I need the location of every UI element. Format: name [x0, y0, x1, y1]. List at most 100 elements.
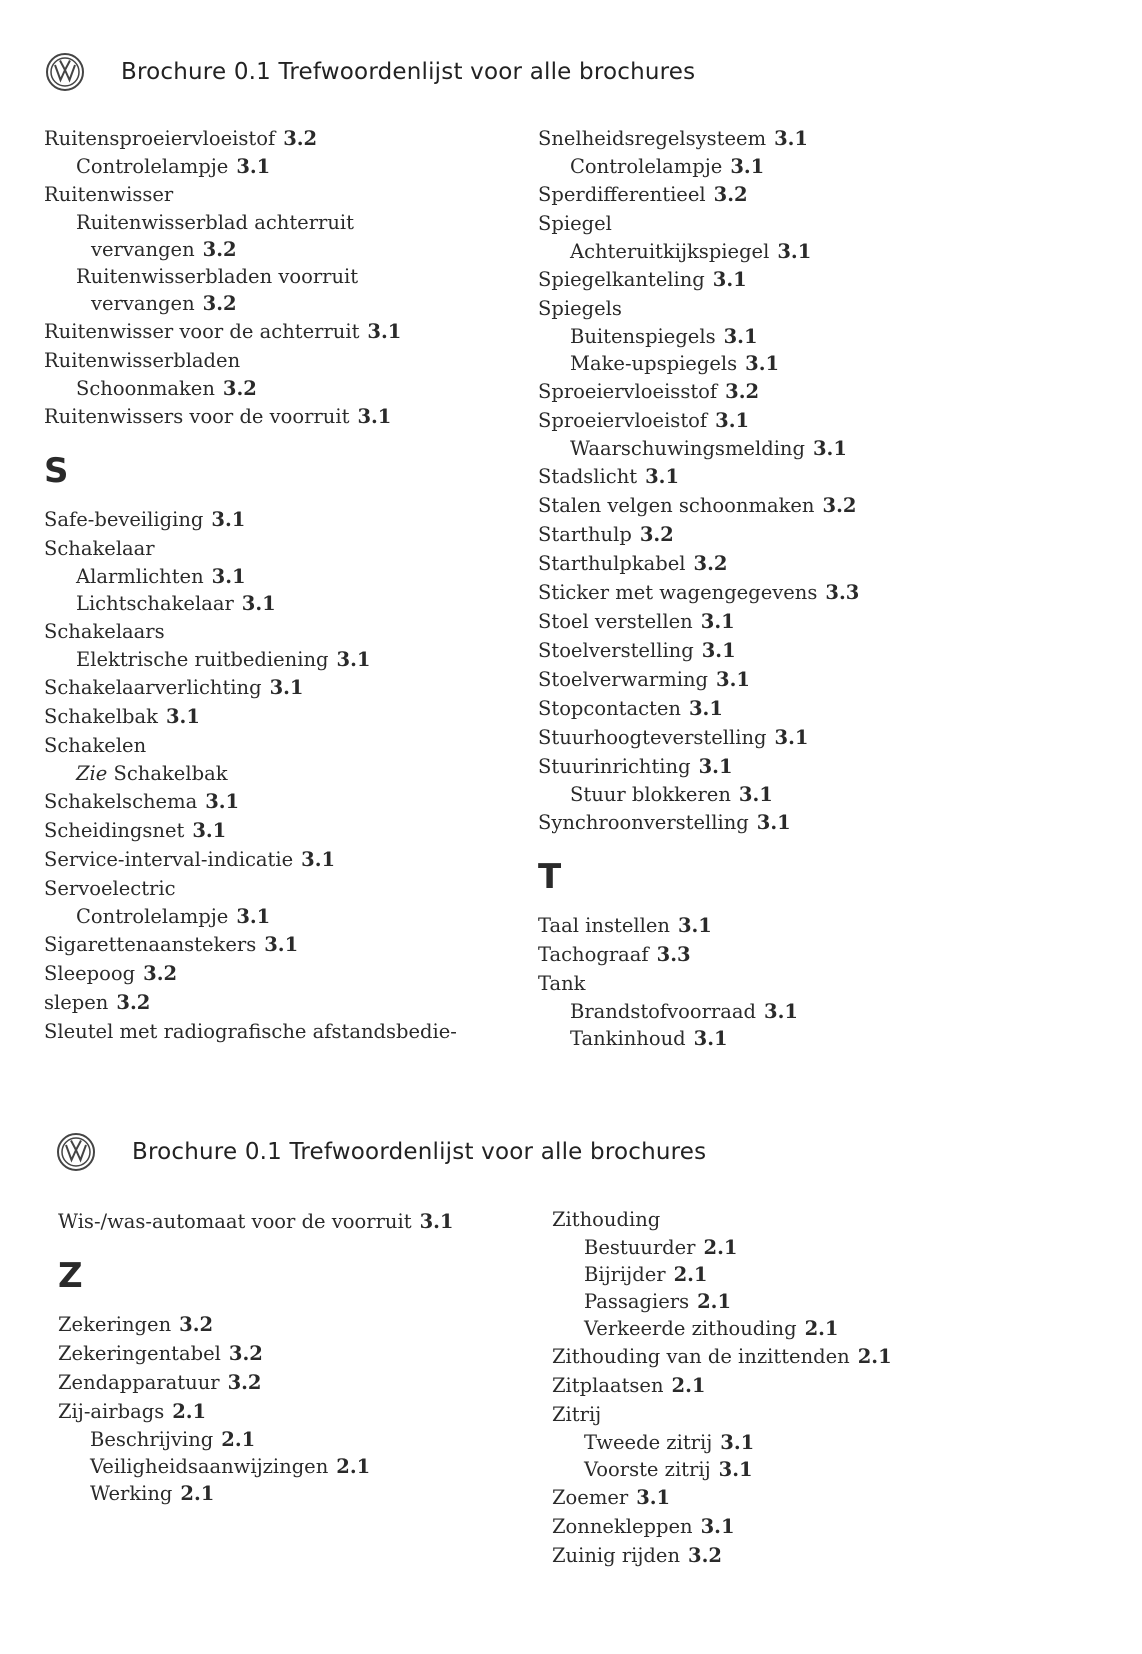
index-entry: Stuurinrichting 3.1 [538, 752, 988, 781]
entry-reference: 3.2 [693, 552, 728, 575]
entry-reference: 3.1 [700, 1515, 735, 1538]
index-entry: slepen 3.2 [44, 988, 494, 1017]
entry-term: Passagiers [584, 1290, 690, 1313]
entry-term: Tachograaf [538, 943, 649, 966]
entry-reference: 3.2 [227, 1371, 262, 1394]
section-letter: S [44, 451, 69, 491]
index-entry: Tweede zitrij 3.1 [552, 1429, 1002, 1456]
entry-reference: 2.1 [697, 1290, 732, 1313]
index-entry: Controlelampje 3.1 [44, 153, 494, 180]
entry-term: Sproeiervloeisstof [538, 380, 718, 403]
entry-reference: 3.1 [367, 320, 402, 343]
index-entry: Zitrij [552, 1400, 1002, 1429]
index-entry: Servoelectric [44, 874, 494, 903]
entry-reference: 3.2 [228, 1342, 263, 1365]
entry-term: Starthulp [538, 523, 632, 546]
entry-reference: 3.1 [419, 1210, 454, 1233]
entry-term: Bestuurder [584, 1236, 696, 1259]
index-entry: Sigarettenaanstekers 3.1 [44, 930, 494, 959]
index-entry: Brandstofvoorraad 3.1 [538, 998, 988, 1025]
entry-term: Sleutel met radiografische afstandsbedie… [44, 1020, 457, 1043]
entry-reference: 3.1 [688, 697, 723, 720]
index-entry: Starthulpkabel 3.2 [538, 549, 988, 578]
entry-reference: 3.2 [725, 380, 760, 403]
entry-term: Synchroonverstelling [538, 811, 749, 834]
entry-term: Brandstofvoorraad [570, 1000, 756, 1023]
entry-term: Ruitenwissers voor de voorruit [44, 405, 350, 428]
index-entry: Ruitenwisser [44, 180, 494, 209]
page-2-header: Brochure 0.1 Trefwoordenlijst voor alle … [57, 1133, 706, 1171]
entry-term: Stopcontacten [538, 697, 681, 720]
index-entry: Sticker met wagengegevens 3.3 [538, 578, 988, 607]
index-entry: Zuinig rijden 3.2 [552, 1541, 1002, 1570]
entry-reference: 3.3 [825, 581, 860, 604]
entry-reference: 3.2 [202, 292, 237, 315]
entry-reference: 3.1 [211, 565, 246, 588]
index-entry: Schakelschema 3.1 [44, 787, 494, 816]
index-entry: Sleutel met radiografische afstandsbedie… [44, 1017, 494, 1046]
index-entry: Stadslicht 3.1 [538, 462, 988, 491]
entry-term: Ruitenwisserbladen [44, 349, 241, 372]
entry-term: Starthulpkabel [538, 552, 686, 575]
index-entry: Wis-/was-automaat voor de voorruit 3.1 [58, 1207, 508, 1236]
index-entry: Ruitensproeiervloeistof 3.2 [44, 124, 494, 153]
index-entry: Safe-beveiliging 3.1 [44, 505, 494, 534]
entry-reference: 3.1 [777, 240, 812, 263]
index-entry: Veiligheidsaanwijzingen 2.1 [58, 1453, 508, 1480]
entry-term: slepen [44, 991, 109, 1014]
entry-term: Lichtschakelaar [76, 592, 234, 615]
index-entry: Zie Schakelbak [44, 760, 494, 787]
index-entry: Sleepoog 3.2 [44, 959, 494, 988]
entry-term: Veiligheidsaanwijzingen [90, 1455, 329, 1478]
index-entry: Scheidingsnet 3.1 [44, 816, 494, 845]
entry-reference: 3.1 [774, 726, 809, 749]
index-entry: Stoelverstelling 3.1 [538, 636, 988, 665]
entry-term: Zekeringen [58, 1313, 172, 1336]
entry-reference: 3.2 [688, 1544, 722, 1567]
index-entry: Spiegels [538, 294, 988, 323]
entry-reference: 2.1 [857, 1345, 892, 1368]
entry-term: Zendapparatuur [58, 1371, 220, 1394]
index-entry: Ruitenwisserbladen voorruit [44, 263, 494, 290]
entry-term: Stalen velgen schoonmaken [538, 494, 815, 517]
entry-term: Schakelschema [44, 790, 198, 813]
entry-term: Schakelbak [113, 762, 228, 785]
index-entry: Tachograaf 3.3 [538, 940, 988, 969]
index-entry: Make-upspiegels 3.1 [538, 350, 988, 377]
page-title: Brochure 0.1 Trefwoordenlijst voor alle … [132, 1139, 707, 1165]
entry-term: Ruitensproeiervloeistof [44, 127, 276, 150]
entry-term: Tankinhoud [570, 1027, 686, 1050]
entry-term: Zithouding [552, 1208, 661, 1231]
entry-term: Servoelectric [44, 877, 176, 900]
entry-reference: 3.3 [656, 943, 691, 966]
entry-term: Tweede zitrij [584, 1431, 713, 1454]
see-reference: Zie [76, 762, 108, 785]
index-entry: Waarschuwingsmelding 3.1 [538, 435, 988, 462]
entry-term: Make-upspiegels [570, 352, 738, 375]
index-entry: Zithouding [552, 1205, 1002, 1234]
index-entry: Bestuurder 2.1 [552, 1234, 1002, 1261]
index-entry: Werking 2.1 [58, 1480, 508, 1507]
index-entry: Ruitenwisserbladen [44, 346, 494, 375]
index-entry: Alarmlichten 3.1 [44, 563, 494, 590]
entry-term: Safe-beveiliging [44, 508, 204, 531]
entry-reference: 2.1 [671, 1374, 706, 1397]
entry-term: Stuur blokkeren [570, 783, 731, 806]
index-entry: Taal instellen 3.1 [538, 911, 988, 940]
entry-term: Schoonmaken [76, 377, 215, 400]
index-entry: Schakelaar [44, 534, 494, 563]
entry-term: Schakelbak [44, 705, 158, 728]
index-entry: Stuur blokkeren 3.1 [538, 781, 988, 808]
index-entry: Stalen velgen schoonmaken 3.2 [538, 491, 988, 520]
index-entry: Schakelaars [44, 617, 494, 646]
entry-term: Stoelverwarming [538, 668, 708, 691]
entry-term: Schakelaars [44, 620, 165, 643]
index-entry: Ruitenwisserblad achterruit [44, 209, 494, 236]
index-column-right: Snelheidsregelsysteem 3.1 Controlelampje 3.… [538, 124, 988, 1084]
entry-reference: 3.1 [677, 914, 712, 937]
index-entry: Tank [538, 969, 988, 998]
index-entry: Zithouding van de inzittenden 2.1 [552, 1342, 1002, 1371]
index-entry: Zekeringen 3.2 [58, 1310, 508, 1339]
entry-term: Sticker met wagengegevens [538, 581, 818, 604]
index-entry: Tankinhoud 3.1 [538, 1025, 988, 1052]
